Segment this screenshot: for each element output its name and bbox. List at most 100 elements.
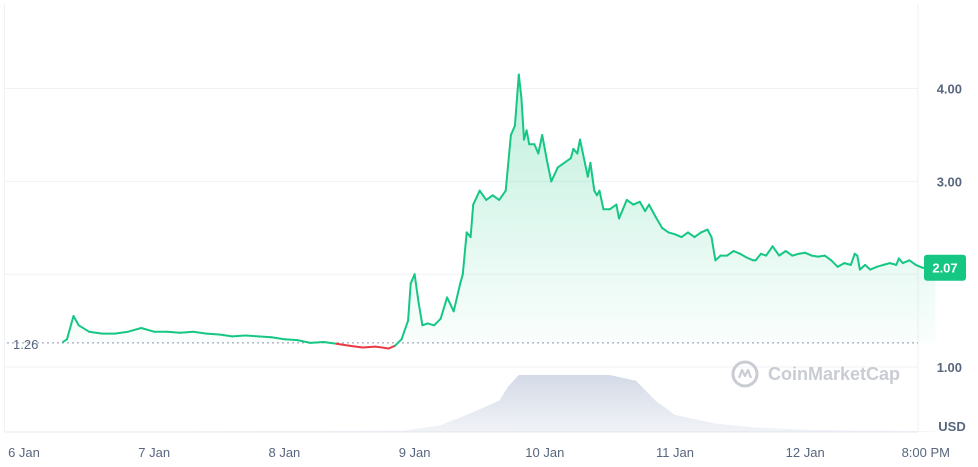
price-line-segment [114, 330, 130, 335]
price-line-segment [784, 250, 794, 257]
price-line-segment [459, 273, 464, 285]
price-line-segment [888, 262, 898, 266]
price-line-segment [525, 129, 531, 146]
price-line-segment [270, 336, 286, 341]
price-line-segment [88, 330, 104, 335]
price-line-segment [706, 228, 713, 239]
price-line-segment [667, 231, 676, 236]
price-line-segment [858, 263, 867, 271]
price-line-segment [563, 157, 572, 164]
current-price-value: 2.07 [932, 261, 957, 276]
x-tick-label: 9 Jan [399, 445, 431, 460]
current-price-badge: 2.07 [924, 254, 966, 281]
y-axis-unit: USD [938, 419, 965, 434]
price-line-segment [648, 203, 657, 218]
volume-area [63, 375, 936, 432]
price-line-segment [714, 254, 722, 262]
price-line-segment [472, 189, 481, 206]
price-line-segment [598, 189, 605, 211]
price-line-segment [687, 231, 696, 239]
price-line-segment [309, 341, 325, 344]
price-line-segment [632, 200, 641, 206]
price-line-segment [556, 161, 566, 169]
price-line-segment [478, 189, 488, 201]
price-line-segment [179, 330, 195, 334]
price-line-segment [335, 342, 351, 347]
price-line-segment [654, 215, 663, 229]
volume-bars [63, 375, 936, 432]
price-line-segment [908, 259, 917, 266]
price-line-segment [439, 296, 449, 320]
price-line-segment [791, 252, 800, 257]
price-line-segment [823, 254, 833, 262]
price-line-segment [348, 344, 364, 349]
price-line-segment [608, 203, 618, 211]
price-line-segment [797, 251, 807, 255]
price-line-segment [771, 245, 781, 257]
price-area [63, 74, 936, 343]
price-line-segment [413, 273, 420, 303]
price-line-segment [394, 338, 403, 347]
price-line-segment [244, 334, 260, 338]
price-line-segment [765, 245, 774, 257]
price-line-segment [77, 324, 91, 333]
price-line-segment [754, 252, 762, 262]
price-line-segment [849, 252, 856, 266]
price-line-segment [589, 161, 596, 192]
price-line-segment [661, 226, 670, 234]
price-line-segment [897, 257, 904, 265]
price-line-segment [491, 194, 501, 201]
price-line-segment [66, 315, 75, 341]
price-line-segment [127, 327, 143, 333]
price-line-segment [582, 157, 589, 178]
price-line-segment [546, 161, 553, 183]
price-line-segment [869, 265, 878, 271]
price-line-segment [550, 166, 559, 183]
price-line-segment [374, 345, 390, 350]
price-line-segment [836, 262, 846, 268]
x-tick-label: 7 Jan [138, 445, 170, 460]
price-line-segment [433, 317, 442, 327]
price-line-segment [257, 335, 273, 339]
coinmarketcap-logo-icon [731, 360, 759, 388]
price-line-segment [72, 315, 80, 327]
price-line-segment [700, 228, 709, 234]
price-line-segment [804, 251, 813, 257]
price-line-segment [166, 330, 182, 334]
price-line-segment [507, 134, 512, 164]
price-line-segment [520, 96, 525, 141]
price-line-segment [407, 282, 412, 322]
price-line-segment [745, 256, 755, 262]
price-line-segment [205, 332, 221, 336]
price-line-segment [426, 322, 436, 327]
price-line-segment [895, 257, 900, 266]
price-line-segment [509, 124, 516, 136]
price-line-segment [739, 252, 748, 259]
price-line-segment [856, 254, 861, 271]
price-line-segment [446, 296, 455, 313]
price-line-segment [615, 203, 620, 220]
price-line-segment [517, 73, 523, 99]
price-line-segment [638, 200, 647, 213]
price-line-segment [485, 194, 494, 201]
price-line-segment [140, 327, 156, 333]
price-line-segment [710, 236, 717, 262]
price-line-segment [504, 161, 510, 192]
price-line-segment [843, 262, 852, 266]
price-line-segment [778, 250, 787, 257]
price-line-segment [830, 259, 839, 268]
x-tick-label: 11 Jan [656, 445, 694, 460]
price-line-segment [541, 134, 546, 150]
price-line-segment [400, 319, 410, 341]
price-line-segment [674, 233, 683, 239]
price-line-segment [498, 189, 507, 201]
y-tick-label: 1.00 [937, 360, 962, 375]
x-tick-label: 8 Jan [268, 445, 300, 460]
y-axis-ticks: 1.00 3.00 4.00 [937, 82, 962, 375]
price-line-segment [543, 147, 549, 164]
price-line-segment [901, 259, 911, 265]
price-line [62, 73, 937, 350]
x-axis-ticks: 6 Jan 7 Jan 8 Jan 9 Jan 10 Jan 11 Jan 12 Jan 8:… [8, 445, 950, 460]
